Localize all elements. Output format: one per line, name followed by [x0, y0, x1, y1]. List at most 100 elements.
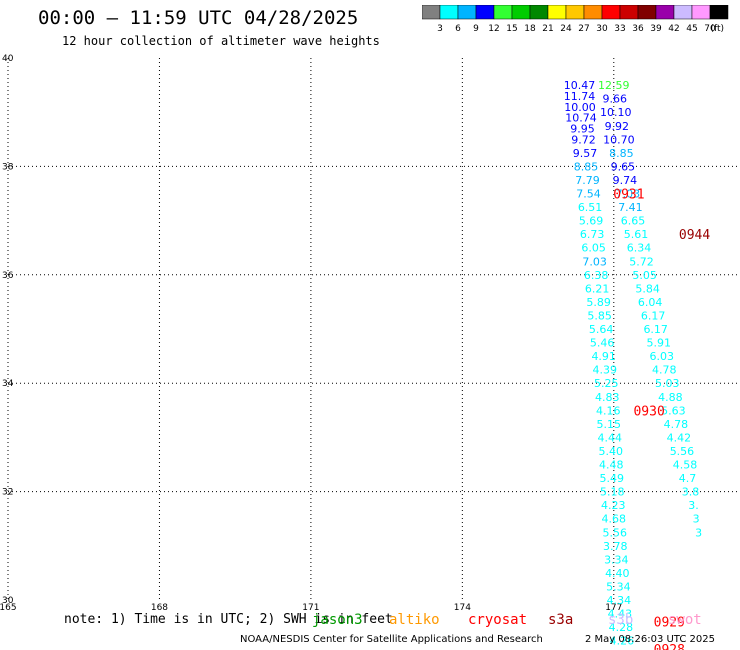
wave-height-value: 12.59 — [598, 79, 630, 92]
color-swatch — [637, 5, 657, 20]
y-tick-label: 34 — [2, 379, 14, 389]
wave-height-value: 5.64 — [589, 323, 614, 336]
wave-height-value: 6.51 — [578, 201, 603, 214]
wave-height-value: 7.03 — [582, 255, 607, 268]
wave-height-value: 3 — [693, 513, 700, 526]
wave-height-value: 6.21 — [585, 282, 610, 295]
wave-height-value: 6.04 — [638, 296, 663, 309]
pass-time-label: 0930 — [633, 404, 664, 419]
pass-time-label: 0944 — [679, 228, 710, 243]
color-tick-label: 45 — [686, 24, 697, 34]
wave-height-value: 9.92 — [605, 120, 630, 133]
wave-height-value: 4.68 — [602, 513, 627, 526]
wave-height-value: 5.85 — [587, 309, 612, 322]
chart-title: 00:00 – 11:59 UTC 04/28/2025 — [38, 7, 359, 29]
y-tick-label: 38 — [2, 162, 14, 172]
x-tick-label: 168 — [151, 603, 168, 613]
data-points: 10.4711.7410.0010.749.959.729.578.857.79… — [564, 79, 702, 650]
color-scale-legend: 3 6 9 12 15 18 21 24 27 30 33 36 39 42 45 70(ft) — [422, 5, 729, 34]
wave-height-value: 4.40 — [605, 567, 630, 580]
color-swatch — [422, 5, 441, 20]
color-tick-label: 70 — [704, 24, 716, 34]
color-swatch — [673, 5, 693, 20]
wave-height-value: 11.74 — [564, 90, 596, 103]
wave-height-value: 4.7 — [679, 472, 697, 485]
wave-height-value: 4.26 — [610, 635, 635, 648]
color-swatch — [547, 5, 567, 20]
pass-time-label: 0931 — [613, 188, 644, 203]
y-tick-label: 30 — [2, 596, 14, 606]
wave-height-value: 9.74 — [613, 174, 638, 187]
wave-height-value: 4.58 — [673, 459, 698, 472]
wave-height-value: 6.03 — [650, 350, 675, 363]
wave-height-value: 5.40 — [599, 445, 624, 458]
wave-height-value: 3.34 — [604, 553, 629, 566]
wave-height-value: 4.34 — [607, 594, 632, 607]
color-tick-label: 24 — [560, 24, 572, 34]
wave-height-value: 4.91 — [591, 350, 616, 363]
wave-height-value: 10.00 — [564, 101, 596, 114]
wave-height-value: 5.46 — [590, 337, 615, 350]
color-swatch — [565, 5, 585, 20]
wave-height-value: 4.23 — [601, 499, 626, 512]
wave-height-value: 5.03 — [655, 377, 680, 390]
wave-height-value: 8.85 — [609, 147, 634, 160]
wave-height-value: 4.24 — [611, 648, 636, 650]
chart-subtitle: 12 hour collection of altimeter wave hei… — [62, 34, 380, 48]
wave-height-value: 6.38 — [584, 269, 609, 282]
wave-height-value: 4.78 — [664, 418, 689, 431]
wave-height-value: 4.88 — [658, 391, 683, 404]
color-swatch — [601, 5, 621, 20]
color-swatch — [655, 5, 675, 20]
footer-note: note: 1) Time is in UTC; 2) SWH is in fe… — [64, 612, 393, 627]
satellite-legend-swot: swot — [668, 612, 702, 628]
wave-height-value: 5.69 — [579, 215, 604, 228]
color-swatch — [583, 5, 603, 20]
wave-height-value: 5.89 — [586, 296, 611, 309]
wave-height-value: 5.25 — [594, 377, 619, 390]
color-tick-label: 12 — [488, 24, 499, 34]
wave-height-value: 9.95 — [570, 122, 595, 135]
wave-height-value: 4.42 — [667, 431, 692, 444]
x-tick-label: 177 — [605, 603, 622, 613]
color-tick-label: 3 — [437, 24, 443, 34]
wave-height-value: 3.8 — [682, 486, 700, 499]
wave-height-value: 4.39 — [592, 364, 617, 377]
wave-height-value: 5.15 — [596, 418, 621, 431]
wave-height-value: 10.10 — [600, 106, 632, 119]
wave-height-value: 9.65 — [611, 160, 636, 173]
color-tick-label: 30 — [596, 24, 608, 34]
wave-height-value: 9.72 — [571, 133, 596, 146]
x-tick-label: 165 — [0, 603, 17, 613]
wave-height-value: 5.63 — [661, 404, 686, 417]
color-tick-label: 33 — [614, 24, 625, 34]
satellite-legend-cryosat: cryosat — [468, 612, 528, 628]
wave-height-value: 4.16 — [596, 404, 621, 417]
wave-height-value: 5.61 — [624, 228, 649, 241]
pass-time-label: 0928 — [654, 643, 685, 650]
wave-height-value: 6.05 — [581, 242, 606, 255]
y-tick-label: 32 — [2, 488, 13, 498]
wave-height-value: 7.41 — [618, 201, 643, 214]
satellite-legend-altiko: altiko — [389, 612, 440, 628]
color-tick-label: 27 — [578, 24, 589, 34]
wave-height-value: 6.34 — [627, 242, 652, 255]
wave-height-value: 4.78 — [652, 364, 677, 377]
wave-height-value: 7.03 — [616, 188, 641, 201]
wave-height-value: 10.70 — [603, 133, 635, 146]
wave-height-value: 4.28 — [609, 621, 634, 634]
wave-height-value: 5.49 — [600, 472, 625, 485]
x-tick-label: 171 — [302, 603, 319, 613]
wave-height-value: 5.18 — [600, 486, 625, 499]
color-tick-label: 6 — [455, 24, 461, 34]
pass-time-label: 0929 — [654, 616, 685, 631]
y-axis-ticks: 30 32 34 36 38 40 — [2, 54, 14, 606]
color-swatch — [529, 5, 549, 20]
x-axis-ticks: 165 168 171 174 177 — [0, 603, 622, 613]
wave-height-value: 4.43 — [608, 608, 633, 621]
wave-height-value: 9.66 — [603, 93, 628, 106]
wave-height-value: 4.83 — [595, 391, 620, 404]
wave-height-value: 8.85 — [574, 160, 599, 173]
color-unit-label: (ft) — [710, 24, 724, 34]
color-swatch — [511, 5, 531, 20]
